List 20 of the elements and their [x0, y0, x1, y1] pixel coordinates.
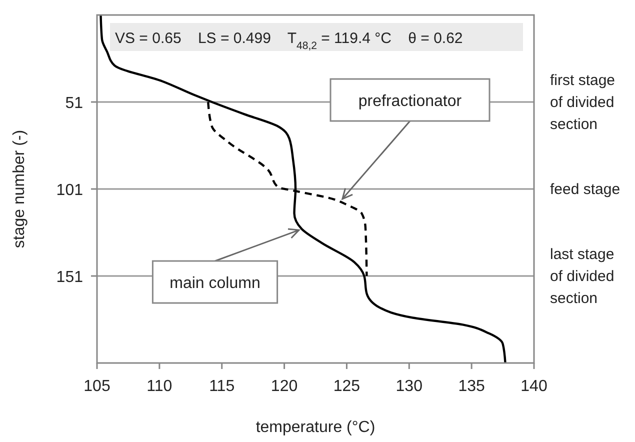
x-tick-label: 115: [209, 378, 235, 395]
ref-line-label: feed stage: [550, 181, 620, 198]
ref-line-label: first stage of divided section: [550, 72, 616, 133]
annotation: prefractionator: [358, 93, 462, 110]
x-tick-label: 140: [520, 378, 548, 395]
annotation: VS = 0.65 LS = 0.499 T$_{48,2}$ = 119.4 °C θ = 0.62: [115, 30, 463, 52]
y-tick-label: 151: [56, 269, 84, 286]
x-tick-label: 120: [270, 378, 298, 395]
y-axis-title: stage number (-): [11, 130, 28, 248]
ref-line-label: last stage of divided section: [550, 246, 614, 307]
x-tick-label: 110: [146, 378, 172, 395]
y-tick-label: 51: [65, 95, 84, 112]
y-tick-label: 101: [56, 182, 84, 199]
x-tick-label: 135: [458, 378, 486, 395]
x-tick-label: 130: [396, 378, 423, 395]
x-tick-label: 125: [333, 378, 360, 395]
annotation: main column: [170, 275, 260, 292]
x-axis-title: temperature (°C): [256, 419, 376, 436]
x-tick-label: 105: [84, 378, 110, 395]
line-series: [100, 14, 506, 364]
